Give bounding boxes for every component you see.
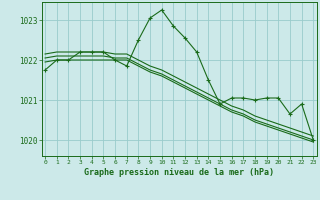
X-axis label: Graphe pression niveau de la mer (hPa): Graphe pression niveau de la mer (hPa): [84, 168, 274, 177]
